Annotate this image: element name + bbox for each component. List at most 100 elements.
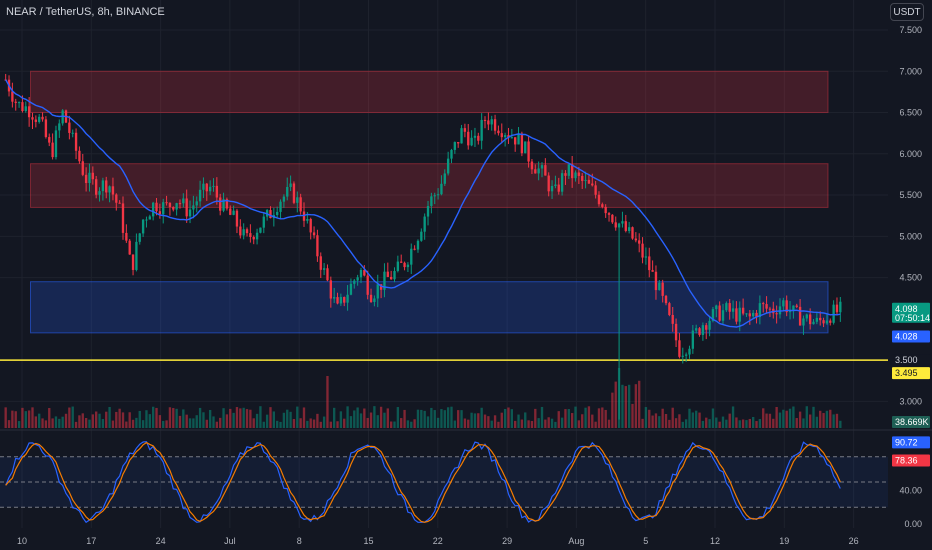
candle-body [607,213,611,215]
x-tick-label: 15 [363,536,373,546]
volume-bar [195,415,198,428]
candle-body [406,264,410,268]
candle-body [715,305,718,310]
volume-bar [557,411,560,428]
x-tick-label: Jul [224,536,236,546]
candle-body [396,261,400,271]
candle-body [839,301,842,313]
volume-bar [547,417,550,428]
volume-bar [574,406,577,428]
volume-bar [832,414,835,428]
volume-bar [172,408,175,428]
volume-bar [162,420,165,428]
volume-bar [61,416,64,428]
volume-bar [125,421,128,428]
candle-body [758,303,762,318]
volume-bar [336,421,339,428]
candle-body [222,199,225,211]
candle-body [175,203,178,210]
volume-bar [249,409,252,428]
candle-body [379,284,383,290]
candle-body [691,330,695,349]
volume-bar [319,421,322,428]
candle-body [259,227,262,233]
volume-bar [493,415,497,428]
volume-bar [631,403,634,428]
volume-bar [802,418,805,428]
stoch-y-tick: 40.00 [899,485,922,495]
symbol-title[interactable]: NEAR / TetherUS, 8h, BINANCE [6,6,165,18]
candle-body [279,201,282,212]
volume-bar [446,407,450,428]
volume-bar [78,415,81,428]
candle-body [262,216,265,228]
volume-bar [688,408,691,428]
volume-bar [222,408,225,428]
volume-bar [457,410,460,428]
volume-bar [534,408,537,428]
candle-body [795,305,798,307]
candle-body [255,232,259,240]
candle-body [423,216,426,232]
currency-button[interactable]: USDT [890,3,924,21]
volume-bar [403,409,406,428]
candle-body [570,164,574,179]
candle-body [768,308,772,310]
volume-bar [215,421,219,428]
candle-body [487,120,490,125]
volume-bar [460,410,463,428]
volume-bar [765,413,768,428]
candle-body [829,320,832,323]
candle-body [48,137,51,143]
volume-bar [524,412,527,428]
ma-price-label: 4.028 [895,332,918,342]
volume-bar [279,421,282,428]
candle-body [738,307,741,322]
volume-bar [105,411,108,428]
volume-bar [782,409,785,428]
candle-body [815,317,819,322]
volume-bar [705,417,708,428]
last-price-label-bg [892,302,930,323]
volume-bar [420,409,423,428]
volume-bar [544,419,547,428]
candle-body [728,303,731,312]
volume-bar [17,421,21,428]
volume-bar [450,406,453,428]
volume-bar [265,414,269,428]
candle-body [400,261,403,263]
x-tick-label: 22 [433,536,443,546]
volume-bar [815,416,819,428]
volume-bar [88,419,91,428]
volume-bar [332,407,336,428]
candle-body [349,283,353,295]
candle-body [386,271,389,277]
volume-bar [463,418,467,428]
candle-body [78,150,81,162]
candle-body [17,102,21,104]
candle-body [812,321,815,325]
candle-body [105,180,108,193]
volume-bar [715,417,718,428]
volume-bar [54,416,58,428]
ma-price-label-bg [892,330,930,343]
volume-bar [775,407,778,428]
volume-bar [322,416,326,428]
volume-bar [778,412,782,428]
volume-bar [262,421,265,428]
volume-bar [406,420,410,428]
volume-bar [413,419,416,428]
volume-bar [473,413,477,428]
zone-rectangle [30,70,829,114]
x-tick-label: 5 [643,536,648,546]
y-tick-label: 7.500 [899,25,922,35]
y-tick-label: 4.500 [899,273,922,283]
volume-bar [235,407,239,428]
volume-bar [302,407,306,428]
volume-bar [91,414,95,428]
candle-body [567,164,570,176]
volume-bar [731,406,735,428]
candle-body [81,161,84,175]
